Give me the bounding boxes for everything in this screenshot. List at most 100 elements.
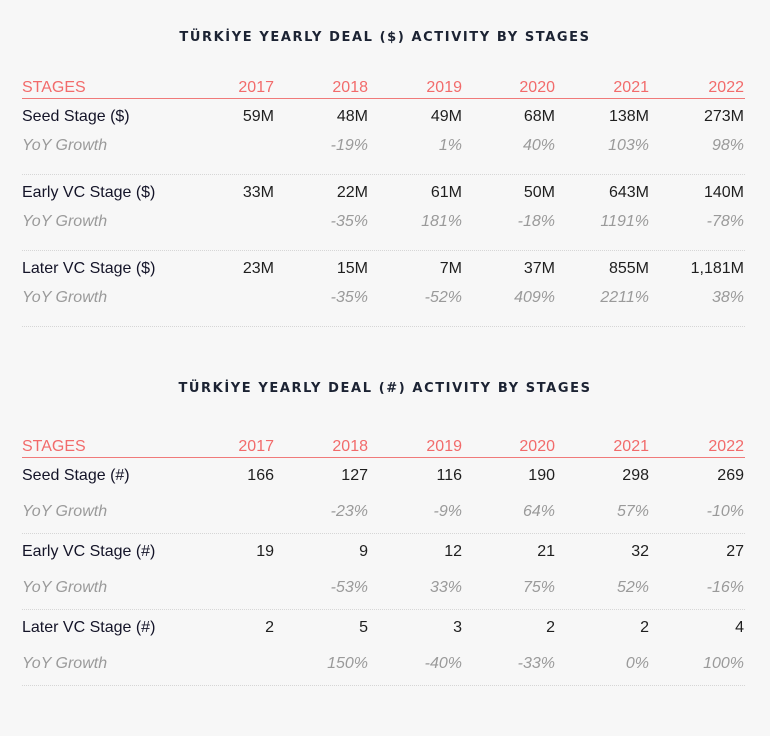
yoy-value: -9% [433, 503, 462, 520]
header-year: 2019 [426, 79, 462, 96]
yoy-value: 409% [514, 289, 555, 306]
cell-value: 2 [265, 619, 274, 636]
stage-name: Early VC Stage (#) [22, 543, 156, 560]
table-row-group: Seed Stage (#) 166 127 116 190 298 269 YoY Grow… [22, 458, 745, 534]
cell-value: 68M [523, 108, 555, 125]
table-row-group: Later VC Stage (#) 2 5 3 2 2 4 YoY Growth 150% -4… [22, 610, 745, 686]
yoy-value: -33% [517, 655, 555, 672]
cell-value: 138M [608, 108, 649, 125]
yoy-value: 98% [711, 137, 744, 154]
cell-value: 50M [523, 184, 555, 201]
table-row-group: Seed Stage ($) 59M 48M 49M 68M 138M 273M YoY Gr… [22, 99, 745, 175]
yoy-value: -53% [330, 579, 368, 596]
header-stages: STAGES [22, 79, 86, 96]
table-title: TÜRKİYE YEARLY DEAL ($) ACTIVITY BY STAG… [179, 30, 591, 45]
header-year: 2020 [519, 438, 555, 455]
yoy-value: 33% [429, 579, 462, 596]
yoy-label: YoY Growth [22, 503, 108, 520]
yoy-value: 75% [522, 579, 555, 596]
cell-value: 643M [608, 184, 649, 201]
header-year: 2018 [332, 79, 368, 96]
cell-value: 15M [336, 260, 368, 277]
header-year: 2021 [613, 438, 649, 455]
cell-value: 21 [537, 543, 555, 560]
cell-value: 37M [523, 260, 555, 277]
stage-name: Seed Stage ($) [22, 108, 130, 125]
cell-value: 269 [717, 467, 744, 484]
table-body: Seed Stage ($) 59M 48M 49M 68M 138M 273M YoY Gr… [22, 99, 745, 327]
yoy-value: 2211% [600, 289, 649, 306]
table-header: STAGES 2017 2018 2019 2020 2021 2022 [22, 76, 745, 99]
cell-value: 4 [735, 619, 744, 636]
yoy-value: 150% [327, 655, 368, 672]
yoy-value: 57% [616, 503, 649, 520]
cell-value: 49M [430, 108, 462, 125]
cell-value: 59M [242, 108, 274, 125]
header-year: 2019 [426, 438, 462, 455]
yoy-value: -35% [330, 213, 368, 230]
cell-value: 48M [336, 108, 368, 125]
stage-name: Later VC Stage (#) [22, 619, 156, 636]
yoy-value: -16% [706, 579, 744, 596]
cell-value: 127 [341, 467, 368, 484]
header-year: 2017 [238, 79, 274, 96]
header-year: 2017 [238, 438, 274, 455]
cell-value: 23M [242, 260, 274, 277]
yoy-label: YoY Growth [22, 579, 108, 596]
yoy-value: -52% [424, 289, 462, 306]
yoy-value: -19% [330, 137, 368, 154]
table-row-group: Early VC Stage ($) 33M 22M 61M 50M 643M 140M Yo… [22, 175, 745, 251]
cell-value: 116 [436, 467, 462, 484]
yoy-label: YoY Growth [22, 289, 108, 306]
cell-value: 3 [453, 619, 462, 636]
cell-value: 33M [242, 184, 274, 201]
cell-value: 1,181M [690, 260, 744, 277]
yoy-value: -18% [517, 213, 555, 230]
yoy-value: 1% [438, 137, 462, 154]
cell-value: 5 [359, 619, 368, 636]
yoy-label: YoY Growth [22, 655, 108, 672]
table-row-group: Early VC Stage (#) 19 9 12 21 32 27 YoY Growth -… [22, 534, 745, 610]
cell-value: 273M [703, 108, 744, 125]
stage-name: Early VC Stage ($) [22, 184, 156, 201]
yoy-value: -23% [330, 503, 368, 520]
stage-name: Seed Stage (#) [22, 467, 130, 484]
yoy-value: -40% [424, 655, 462, 672]
header-year: 2022 [708, 438, 744, 455]
cell-value: 32 [631, 543, 649, 560]
yoy-value: 0% [625, 655, 649, 672]
yoy-value: 38% [711, 289, 744, 306]
yoy-value: 103% [608, 137, 649, 154]
table-header: STAGES 2017 2018 2019 2020 2021 2022 [22, 435, 745, 458]
deal-value-table: STAGES 2017 2018 2019 2020 2021 2022 See… [22, 76, 745, 327]
cell-value: 27 [726, 543, 744, 560]
header-year: 2021 [613, 79, 649, 96]
yoy-value: 52% [616, 579, 649, 596]
yoy-value: 1191% [600, 213, 649, 230]
table-body: Seed Stage (#) 166 127 116 190 298 269 YoY Grow… [22, 458, 745, 686]
yoy-label: YoY Growth [22, 213, 108, 230]
cell-value: 61M [430, 184, 462, 201]
stage-name: Later VC Stage ($) [22, 260, 156, 277]
yoy-value: -78% [706, 213, 744, 230]
cell-value: 166 [247, 467, 274, 484]
header-year: 2022 [708, 79, 744, 96]
yoy-value: 40% [522, 137, 555, 154]
yoy-value: 181% [421, 213, 462, 230]
cell-value: 2 [640, 619, 649, 636]
deal-count-table: STAGES 2017 2018 2019 2020 2021 2022 See… [22, 435, 745, 686]
cell-value: 7M [439, 260, 462, 277]
header-stages: STAGES [22, 438, 86, 455]
table-title: TÜRKİYE YEARLY DEAL (#) ACTIVITY BY STAG… [178, 381, 592, 396]
yoy-value: 100% [703, 655, 744, 672]
table-row-group: Later VC Stage ($) 23M 15M 7M 37M 855M 1,181M Y… [22, 251, 745, 327]
cell-value: 22M [336, 184, 368, 201]
yoy-value: -10% [706, 503, 744, 520]
header-year: 2020 [519, 79, 555, 96]
header-year: 2018 [332, 438, 368, 455]
cell-value: 12 [444, 543, 462, 560]
cell-value: 855M [608, 260, 649, 277]
cell-value: 140M [703, 184, 744, 201]
cell-value: 19 [256, 543, 274, 560]
yoy-value: -35% [330, 289, 368, 306]
